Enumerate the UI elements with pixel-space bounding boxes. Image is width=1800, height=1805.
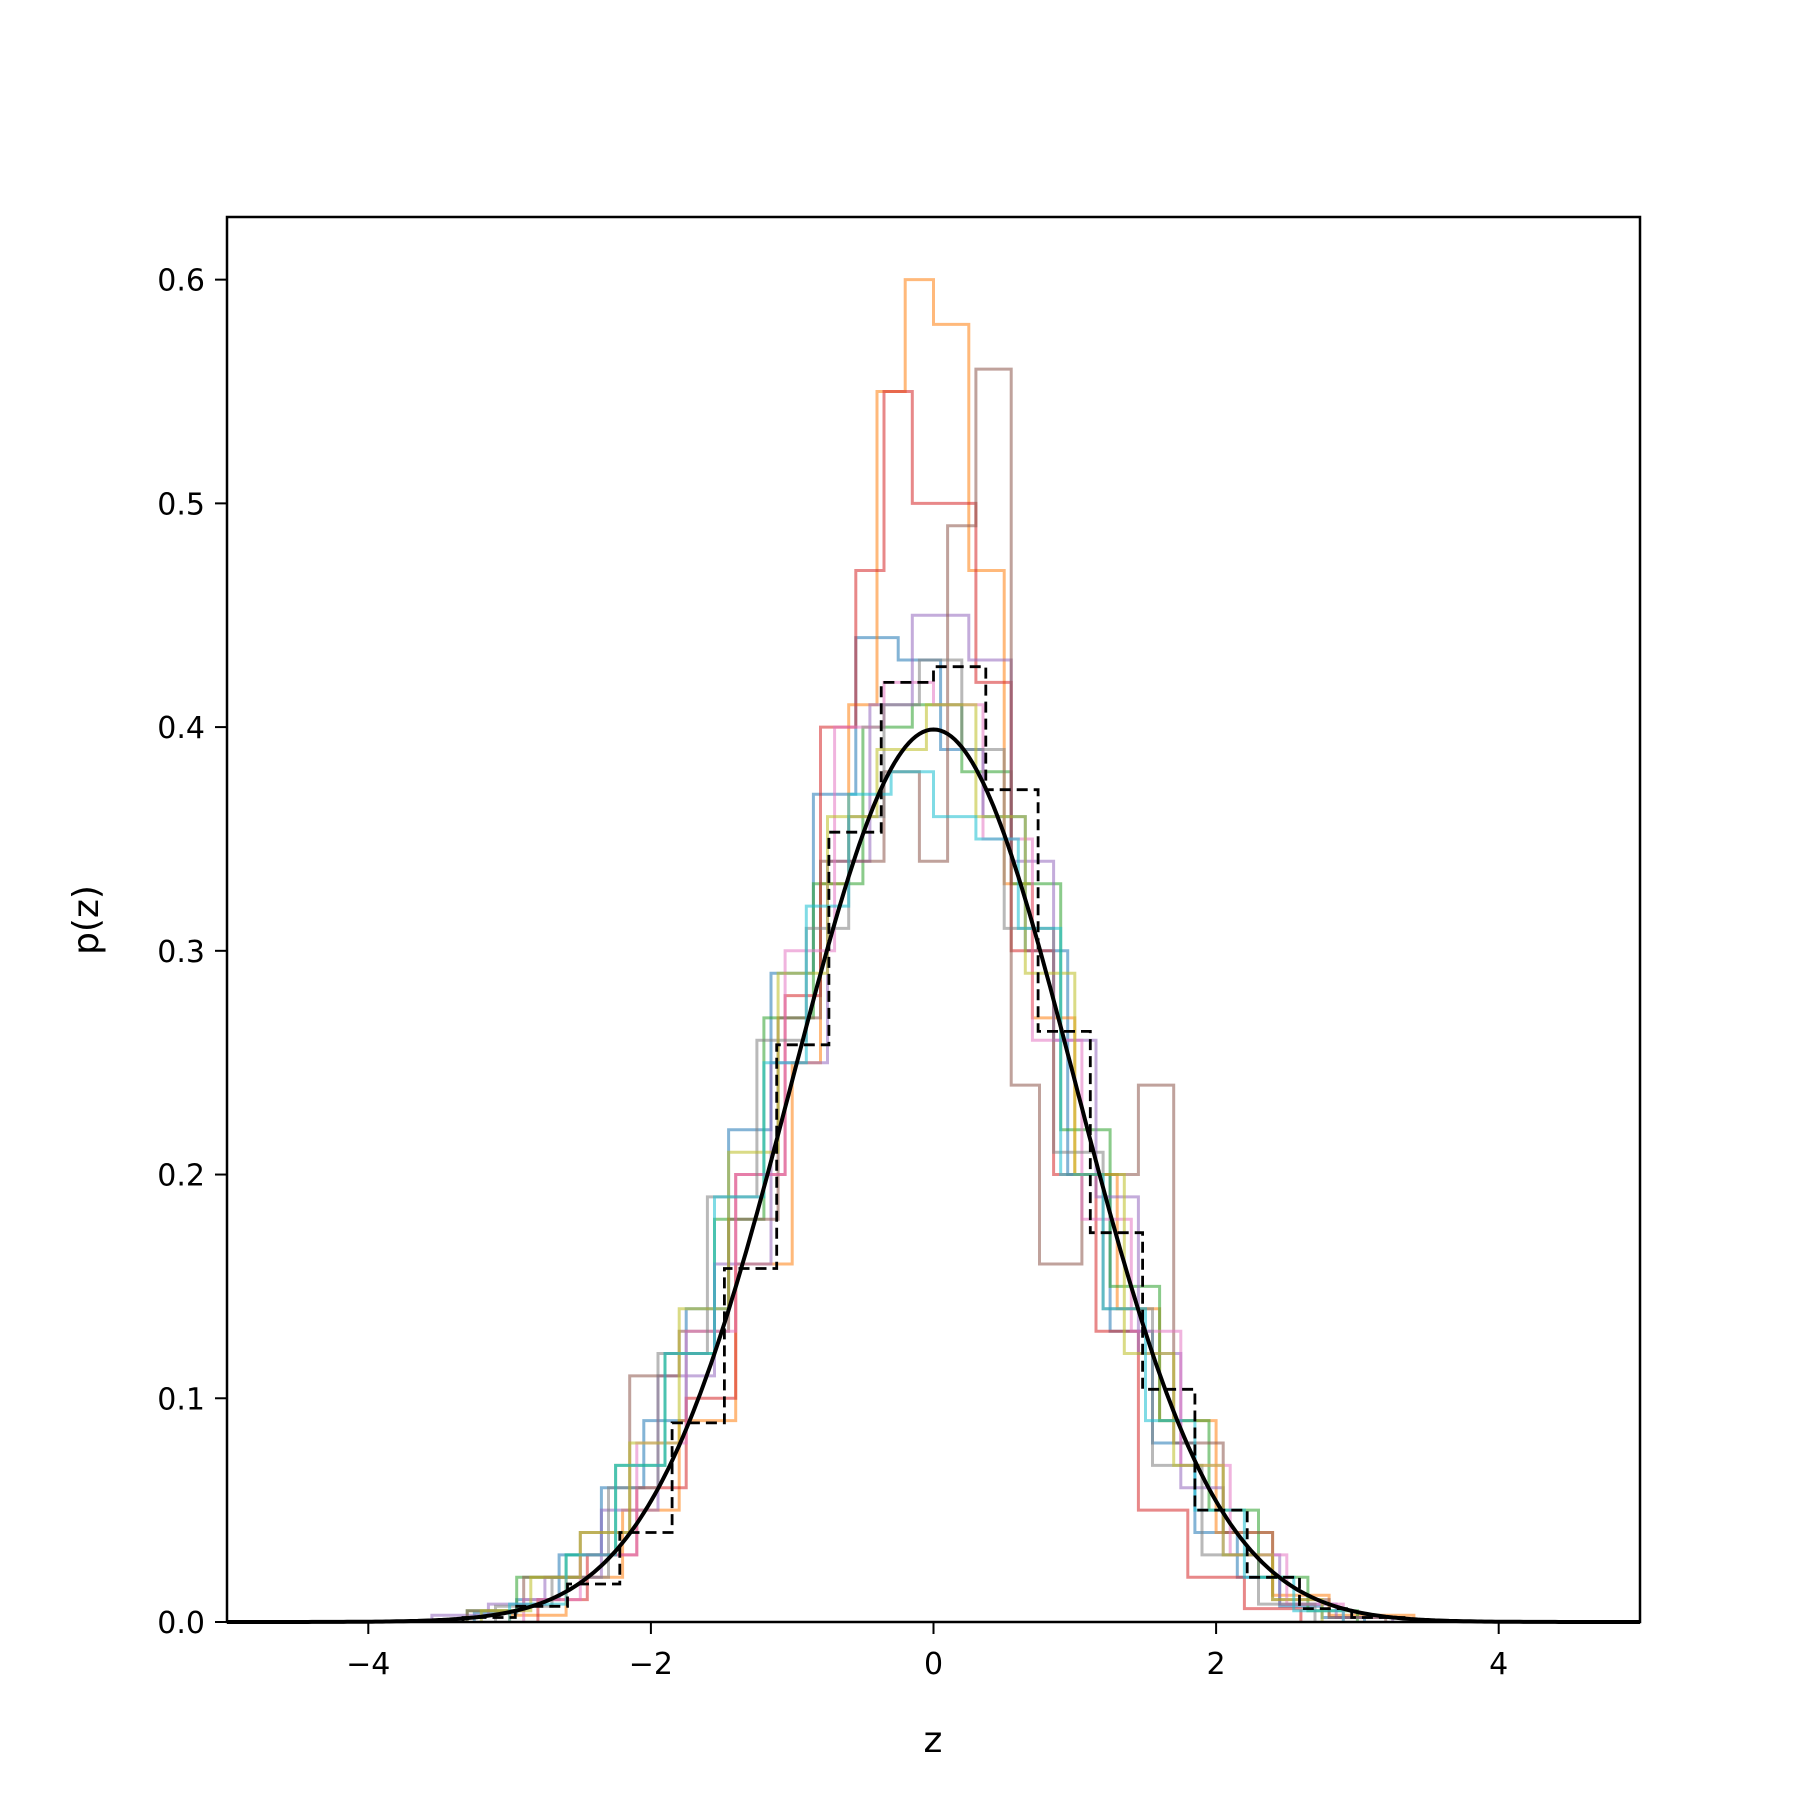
y-tick-label: 0.6 [157,264,205,299]
y-tick-label: 0.3 [157,935,205,970]
histogram-series-4 [536,390,1303,1622]
histogram-series-5 [430,613,1395,1622]
y-tick-label: 0.4 [157,711,205,746]
normal-pdf-curve [227,727,1640,1624]
histogram-series-6 [465,367,1388,1622]
y-axis-label: p(z) [66,885,107,955]
histogram-series-7 [522,680,1345,1622]
histogram-series-10 [508,770,1345,1622]
x-tick-label: −4 [346,1647,390,1682]
y-axis-ticks: 0.0 0.1 0.2 0.3 0.4 0.5 0.6 [157,264,227,1641]
reference-histogram-dashed [461,665,1406,1622]
x-tick-label: −2 [629,1647,673,1682]
x-tick-label: 0 [924,1647,943,1682]
y-tick-label: 0.0 [157,1606,205,1641]
reference-histogram-layer [461,665,1406,1622]
x-tick-label: 2 [1207,1647,1226,1682]
histogram-series-8 [494,658,1317,1622]
plot-frame [225,215,1642,1624]
x-axis-label: z [924,1720,943,1761]
x-axis-ticks: −4 −2 0 2 4 [346,1622,1508,1682]
normal-curve-layer [227,727,1640,1624]
y-tick-label: 0.5 [157,487,205,522]
x-tick-label: 4 [1489,1647,1508,1682]
y-tick-label: 0.2 [157,1159,205,1194]
y-tick-label: 0.1 [157,1382,205,1417]
histogram-series-layer [430,278,1416,1622]
